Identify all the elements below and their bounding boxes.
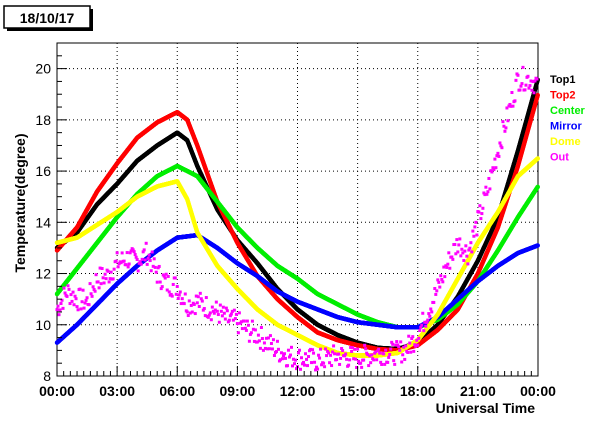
chart-title: 18/10/17 [20, 10, 75, 26]
chart-title-box: 18/10/17 [4, 6, 93, 31]
data-point [536, 93, 540, 97]
plot-area-frame [57, 43, 538, 376]
